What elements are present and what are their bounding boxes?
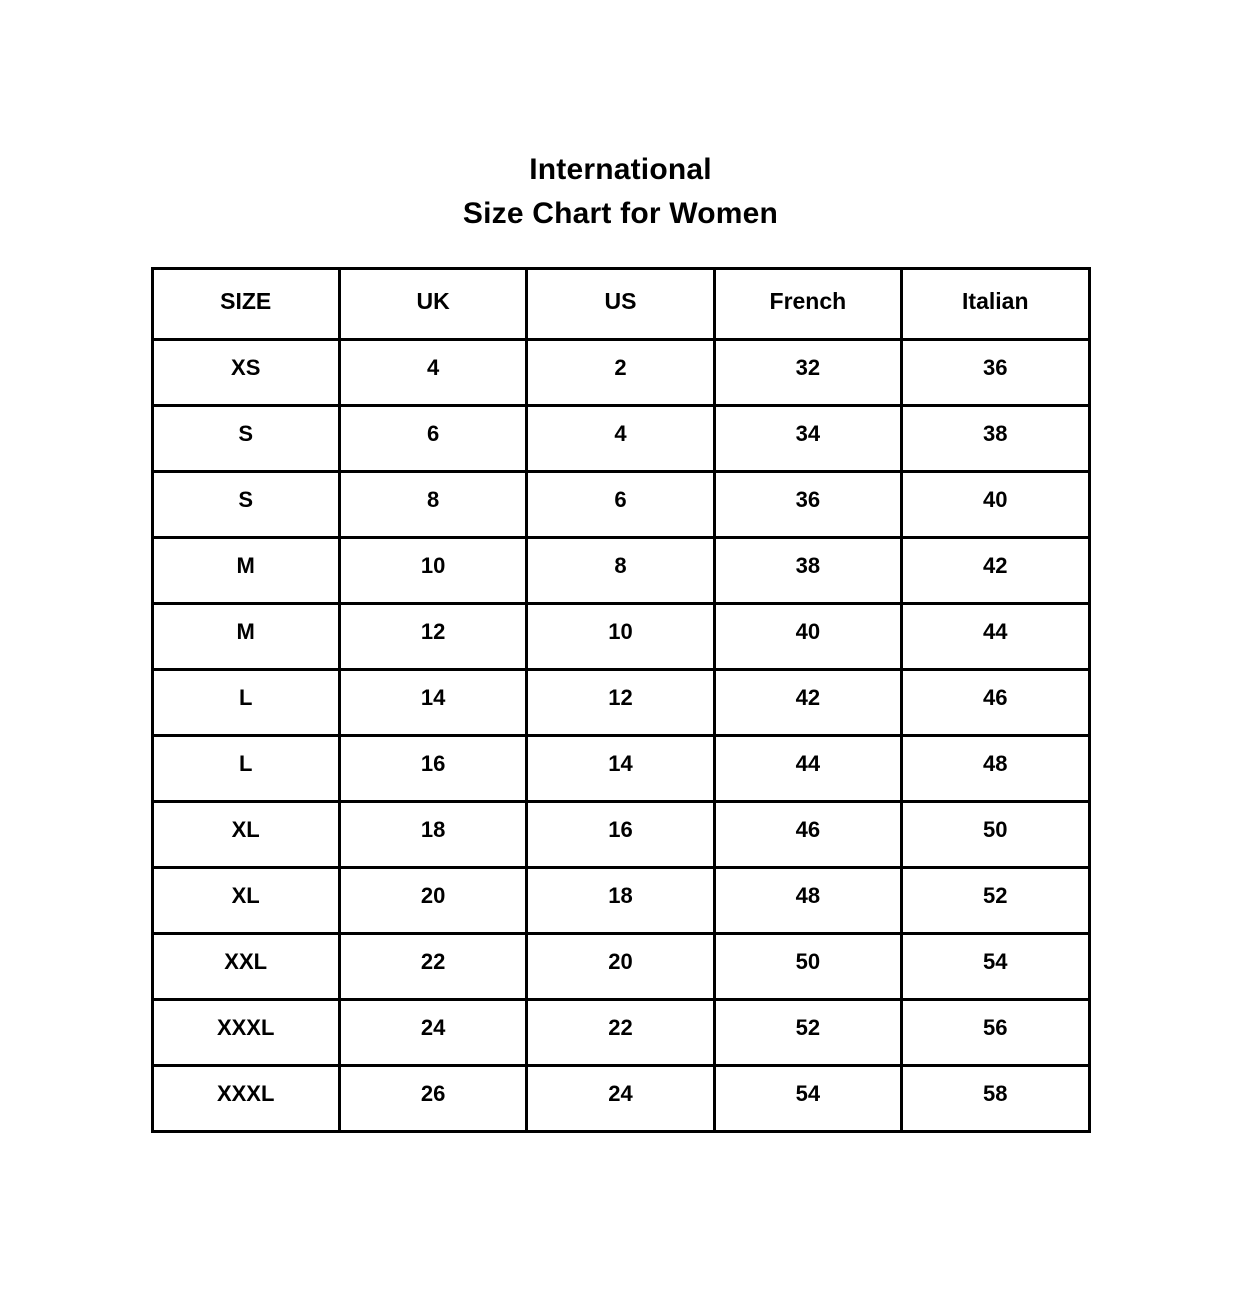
table-cell: S — [150, 404, 341, 473]
table-cell: 54 — [712, 1064, 904, 1133]
table-cell: L — [150, 734, 341, 803]
table-cell: L — [150, 668, 341, 737]
column-header-uk: UK — [337, 267, 529, 341]
table-cell: XS — [150, 338, 341, 407]
table-cell: 36 — [712, 470, 904, 539]
table-cell: 36 — [900, 338, 1091, 407]
table-cell: 42 — [900, 536, 1091, 605]
column-header-french: French — [712, 267, 904, 341]
table-cell: 12 — [337, 602, 529, 671]
table-cell: S — [150, 470, 341, 539]
table-cell: 14 — [337, 668, 529, 737]
table-cell: 50 — [900, 800, 1091, 869]
table-cell: XXL — [150, 932, 341, 1001]
table-row: M 10 8 38 42 — [150, 536, 1091, 605]
table-cell: 16 — [337, 734, 529, 803]
table-cell: 38 — [900, 404, 1091, 473]
title-line-2: Size Chart for Women — [462, 197, 779, 230]
column-header-size: SIZE — [150, 267, 341, 341]
table-row: S 8 6 36 40 — [150, 470, 1091, 539]
table-cell: 50 — [712, 932, 904, 1001]
table-cell: 16 — [525, 800, 716, 869]
table-row: XL 18 16 46 50 — [150, 800, 1091, 869]
table-cell: 44 — [712, 734, 904, 803]
table-cell: 4 — [525, 404, 716, 473]
table-row: XS 4 2 32 36 — [150, 338, 1091, 407]
table-cell: 26 — [337, 1064, 529, 1133]
table-cell: 38 — [712, 536, 904, 605]
table-row: XXXL 26 24 54 58 — [150, 1064, 1091, 1133]
column-header-us: US — [525, 267, 716, 341]
table-cell: XXXL — [150, 1064, 341, 1133]
table-body: XS 4 2 32 36 S 6 4 34 38 S 8 6 36 40 M 10 8 38 42 M 12 10 40 44 L… — [150, 338, 1091, 1133]
table-cell: 8 — [337, 470, 529, 539]
table-cell: 46 — [712, 800, 904, 869]
table-cell: 10 — [337, 536, 529, 605]
table-cell: 12 — [525, 668, 716, 737]
table-row: M 12 10 40 44 — [150, 602, 1091, 671]
size-chart-table: SIZE UK US French Italian XS 4 2 32 36 S 6 4 34 3… — [150, 267, 1091, 1133]
table-cell: XL — [150, 866, 341, 935]
table-cell: 2 — [525, 338, 716, 407]
table-cell: 10 — [525, 602, 716, 671]
table-cell: 44 — [900, 602, 1091, 671]
table-cell: 34 — [712, 404, 904, 473]
table-cell: 20 — [337, 866, 529, 935]
title-line-1: International — [529, 153, 712, 186]
table-cell: 22 — [337, 932, 529, 1001]
table-row: XXL 22 20 50 54 — [150, 932, 1091, 1001]
table-cell: M — [150, 602, 341, 671]
table-cell: 48 — [712, 866, 904, 935]
table-cell: 48 — [900, 734, 1091, 803]
table-cell: 52 — [712, 998, 904, 1067]
table-cell: 18 — [525, 866, 716, 935]
table-cell: 6 — [525, 470, 716, 539]
table-cell: 6 — [337, 404, 529, 473]
table-cell: 14 — [525, 734, 716, 803]
table-cell: 18 — [337, 800, 529, 869]
table-cell: 52 — [900, 866, 1091, 935]
table-row: XXXL 24 22 52 56 — [150, 998, 1091, 1067]
table-cell: 46 — [900, 668, 1091, 737]
table-row: S 6 4 34 38 — [150, 404, 1091, 473]
table-cell: 22 — [525, 998, 716, 1067]
table-cell: 32 — [712, 338, 904, 407]
table-cell: 54 — [900, 932, 1091, 1001]
table-cell: 24 — [525, 1064, 716, 1133]
table-cell: 40 — [900, 470, 1091, 539]
table-cell: XXXL — [150, 998, 341, 1067]
table-row: L 16 14 44 48 — [150, 734, 1091, 803]
table-cell: 40 — [712, 602, 904, 671]
table-cell: 24 — [337, 998, 529, 1067]
table-row: XL 20 18 48 52 — [150, 866, 1091, 935]
table-cell: XL — [150, 800, 341, 869]
table-header: SIZE UK US French Italian — [150, 267, 1091, 341]
table-cell: 56 — [900, 998, 1091, 1067]
table-cell: 4 — [337, 338, 529, 407]
column-header-italian: Italian — [900, 267, 1091, 341]
table-cell: 8 — [525, 536, 716, 605]
table-cell: 20 — [525, 932, 716, 1001]
page-title: International Size Chart for Women — [0, 148, 1241, 236]
table-cell: 58 — [900, 1064, 1091, 1133]
table-row: L 14 12 42 46 — [150, 668, 1091, 737]
table-cell: M — [150, 536, 341, 605]
table-cell: 42 — [712, 668, 904, 737]
table-header-row: SIZE UK US French Italian — [150, 267, 1091, 341]
